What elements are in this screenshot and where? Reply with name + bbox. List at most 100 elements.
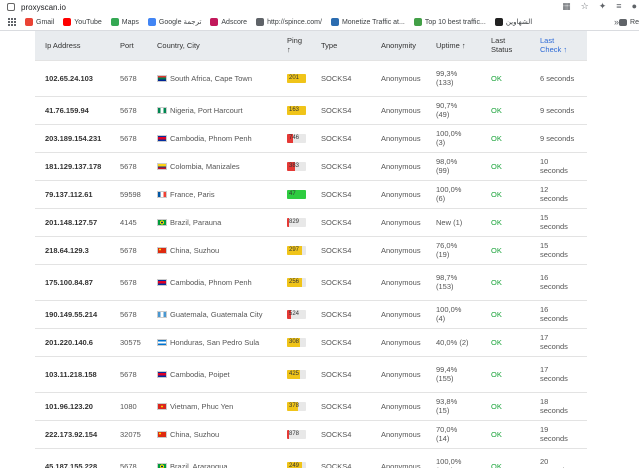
star-icon[interactable]: ☆ [580,1,589,11]
header-anonymity[interactable]: Anonymity [381,40,417,50]
cell-type: SOCKS4 [311,151,371,180]
cell-ip: 102.65.24.103 [35,59,110,96]
cell-port: 4145 [110,207,147,236]
ping-value: 878 [289,430,300,437]
header-port[interactable]: Port [120,40,134,50]
header-ip[interactable]: Ip Address [45,40,81,50]
cell-country: China, Suzhou [147,419,277,448]
table-row[interactable]: 222.173.92.154 32075 China, Suzhou 878 SOCKS… [35,419,587,448]
ping-bar: 829 [287,217,306,227]
ping-bar-fill [287,429,289,439]
reading-mode-icon[interactable]: ≡ [616,1,622,11]
cell-port: 5678 [110,355,147,392]
cell-ip: 79.137.112.61 [35,179,110,208]
table-row[interactable]: 103.11.218.158 5678 Cambodia, Poipet 425 SOC… [35,355,587,392]
qr-code-icon[interactable]: ▦ [562,1,571,11]
bookmarks-bar: Gmail YouTube Maps Google ترجمة Adscore http:… [0,14,639,31]
bookmark-item[interactable]: Adscore [210,18,247,26]
table-row[interactable]: 190.149.55.214 5678 Guatemala, Guatemala C… [35,299,587,328]
lock-icon[interactable] [7,3,15,11]
header-uptime[interactable]: Uptime ↑ [436,40,466,50]
bookmark-label: Gmail [36,18,55,26]
proxy-table-container: Ip Address Port Country, City Ping ↑ Typ… [35,31,587,468]
bookmark-item[interactable]: Top 10 best traffic... [413,18,486,26]
ping-value: 297 [289,246,300,253]
table-row[interactable]: 201.220.140.6 30575 Honduras, San Pedro Su… [35,327,587,356]
cell-anonymity: Anonymous [371,123,426,152]
header-type[interactable]: Type [321,40,338,50]
bookmark-label: Google ترجمة [158,19,202,26]
ping-bar-fill [287,337,301,347]
table-row[interactable]: 41.76.159.94 5678 Nigeria, Port Harcourt 16… [35,95,587,124]
extensions-icon[interactable]: ✦ [598,1,607,11]
table-row[interactable]: 175.100.84.87 5678 Cambodia, Phnom Penh 256… [35,263,587,300]
table-row[interactable]: 203.189.154.231 5678 Cambodia, Phnom Penh 7… [35,123,587,152]
cell-type: SOCKS4 [311,447,371,468]
ping-bar: 383 [287,161,306,171]
country-city-text: France, Paris [170,189,215,199]
table-row[interactable]: 181.129.137.178 5678 Colombia, Manizales 38… [35,151,587,180]
cell-anonymity: Anonymous [371,59,426,96]
bookmark-item[interactable]: Monetize Traffic at... [330,18,405,26]
bookmark-item[interactable]: YouTube [63,18,102,26]
cell-last-check: 17 seconds [530,327,587,356]
reading-list[interactable]: Re [619,18,639,26]
table-row[interactable]: 79.137.112.61 59598 France, Paris 47 SOCKS4 A… [35,179,587,208]
cell-ip: 222.173.92.154 [35,419,110,448]
table-row[interactable]: 201.148.127.57 4145 Brazil, Parauna 829 SOCK… [35,207,587,236]
bookmark-item[interactable]: الشهاوين [494,18,532,26]
bookmark-item[interactable]: Gmail [25,18,54,26]
cell-ip: 190.149.55.214 [35,299,110,328]
cell-ping: 425 [277,355,311,392]
ping-bar: 256 [287,277,306,287]
cell-uptime: 98,0% (99) [426,151,481,180]
ping-value: 249 [289,463,300,468]
ping-bar: 524 [287,309,306,319]
table-row[interactable]: 45.187.155.228 5678 Brazil, Ararangua 249 SO… [35,447,587,468]
url-text[interactable]: proxyscan.io [21,2,66,12]
bookmark-item[interactable]: http://spince.com/ [256,18,322,26]
cell-last-check: 19 seconds [530,419,587,448]
table-row[interactable]: 102.65.24.103 5678 South Africa, Cape Town… [35,59,587,96]
country-city-text: Cambodia, Phnom Penh [170,133,252,143]
header-last-check[interactable]: Last Check ↑ [540,36,568,55]
bookmark-favicon-icon [330,18,339,26]
table-row[interactable]: 218.64.129.3 5678 China, Suzhou 297 SOCKS4 An… [35,235,587,264]
cell-uptime: 99,4% (155) [426,355,481,392]
ping-bar: 47 [287,189,306,199]
ping-value: 524 [289,310,300,317]
flag-hn-icon [157,338,167,346]
cell-port: 5678 [110,235,147,264]
ping-value: 163 [289,106,300,113]
reading-list-icon [619,18,628,26]
cell-status: OK [481,123,530,152]
cell-status: OK [481,391,530,420]
header-ping[interactable]: Ping ↑ [287,36,303,55]
cell-ping: 163 [277,95,311,124]
table-row[interactable]: 101.96.123.20 1080 Vietnam, Phuc Yen 378 SOC… [35,391,587,420]
bookmark-item[interactable]: Google ترجمة [147,18,202,26]
profile-icon[interactable]: ● [631,1,637,11]
ping-value: 746 [289,134,300,141]
cell-last-check: 15 seconds [530,207,587,236]
address-bar[interactable]: proxyscan.io ▦ ☆ ✦ ≡ ● [0,0,639,14]
country-city-text: Cambodia, Poipet [170,369,230,379]
ping-value: 378 [289,402,300,409]
more-bookmarks-icon[interactable]: » [613,17,619,27]
cell-type: SOCKS4 [311,123,371,152]
bookmark-item[interactable]: Maps [110,18,139,26]
cell-uptime: 100,0% (248) [426,447,481,468]
cell-country: Cambodia, Phnom Penh [147,263,277,300]
bookmark-label: Adscore [221,18,248,26]
ping-bar: 878 [287,429,306,439]
flag-co-icon [157,162,167,170]
bookmark-label: Monetize Traffic at... [341,18,405,26]
header-status[interactable]: Last Status [491,36,513,55]
cell-last-check: 20 seconds [530,447,587,468]
cell-country: Honduras, San Pedro Sula [147,327,277,356]
apps-icon[interactable] [8,18,16,26]
cell-country: Cambodia, Poipet [147,355,277,392]
flag-kh-icon [157,134,167,142]
header-country[interactable]: Country, City [157,40,200,50]
cell-status: OK [481,355,530,392]
